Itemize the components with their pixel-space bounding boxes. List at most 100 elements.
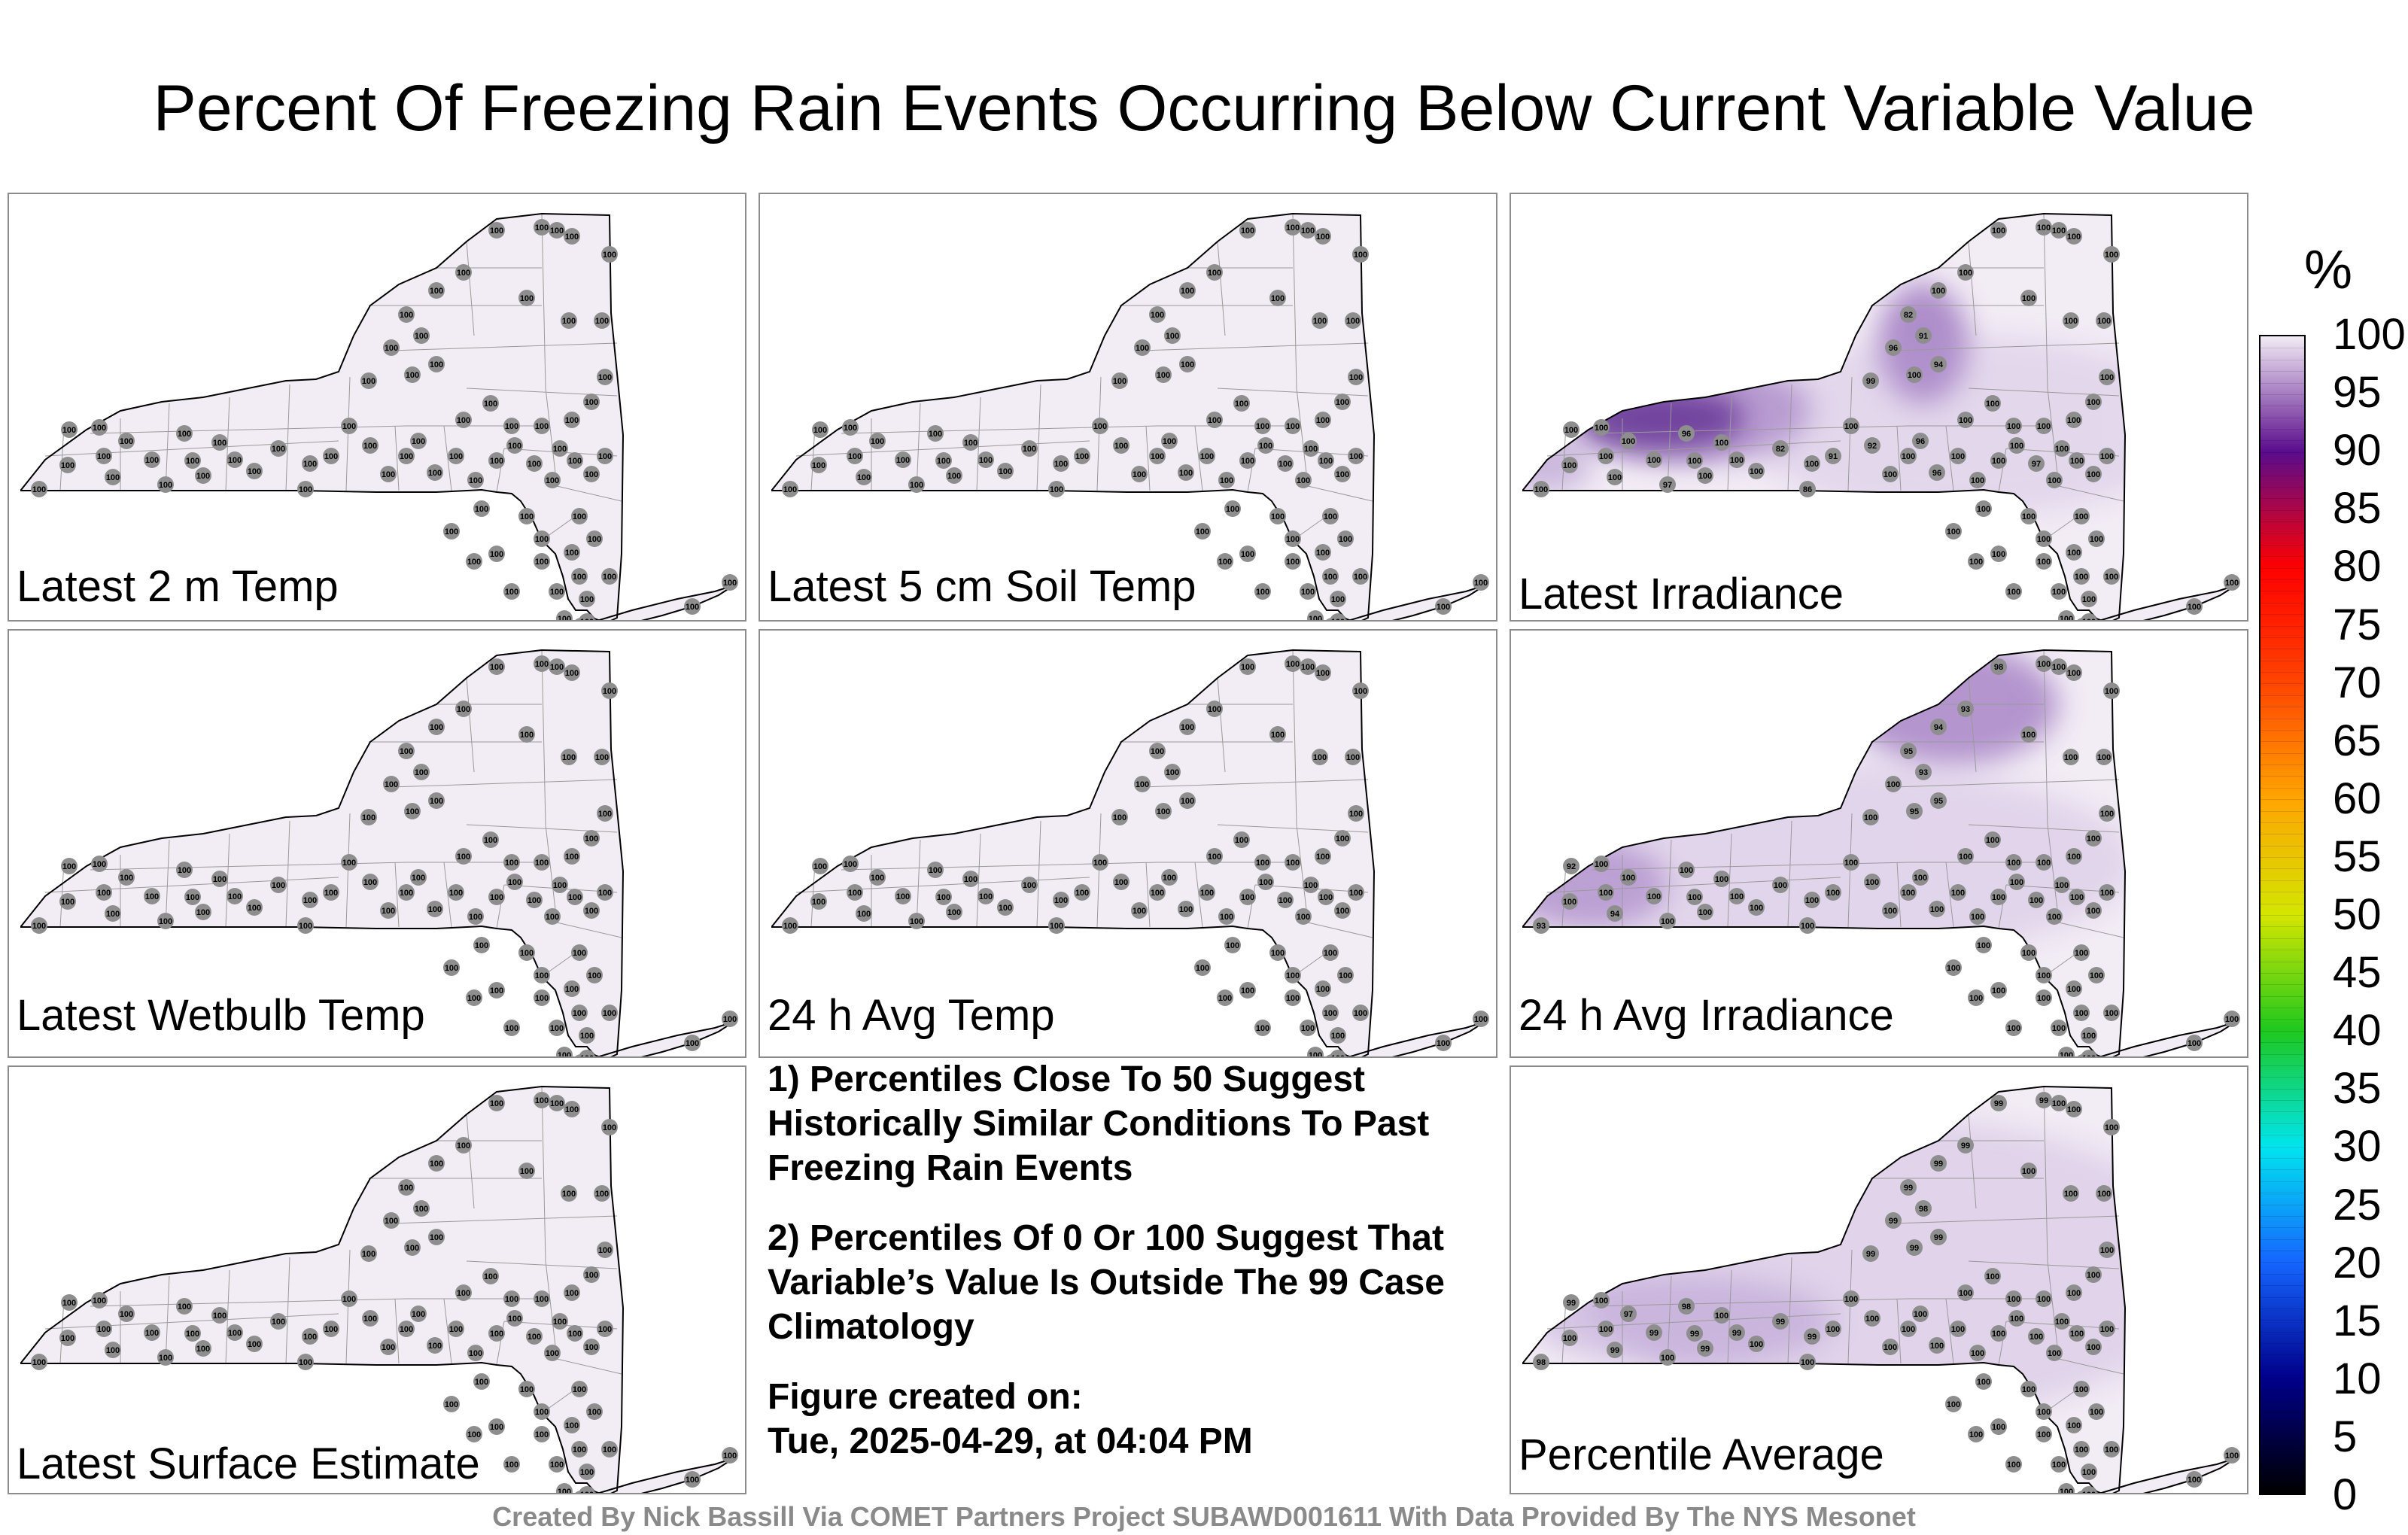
station-dot	[1352, 1005, 1369, 1021]
station-marker: 100	[1269, 508, 1286, 524]
station-value: 100	[595, 753, 609, 762]
station-value: 100	[1208, 269, 1221, 278]
colorbar-tick-label: 85	[2333, 484, 2382, 533]
station-marker: 100	[1990, 1418, 2007, 1435]
station-value: 100	[1992, 550, 2005, 559]
station-value: 100	[1826, 1325, 1840, 1334]
colorbar-tick-label: 70	[2333, 658, 2382, 707]
station-dot	[398, 884, 415, 901]
station-dot	[544, 908, 561, 925]
station-dot	[534, 1426, 550, 1442]
station-dot	[549, 1020, 565, 1036]
station-marker: 100	[2005, 1290, 2022, 1307]
station-value: 100	[93, 1296, 106, 1306]
station-value: 100	[1801, 922, 1814, 931]
station-dot	[684, 598, 701, 615]
station-dot	[908, 913, 925, 929]
colorbar-band-line	[2261, 625, 2304, 627]
station-marker: 100	[506, 874, 523, 890]
station-value: 100	[1599, 889, 1613, 898]
station-marker: 100	[1912, 869, 1929, 886]
station-dot	[118, 1306, 135, 1322]
station-value: 100	[580, 618, 594, 620]
station-marker: 100	[2036, 219, 2052, 236]
station-marker: 100	[302, 1328, 318, 1345]
station-dot	[847, 884, 863, 901]
station-dot	[1825, 448, 1841, 464]
station-value: 100	[929, 866, 942, 875]
station-marker: 100	[601, 246, 618, 263]
station-value: 100	[106, 910, 120, 919]
station-dot	[1330, 591, 1346, 607]
station-dot	[1021, 877, 1038, 893]
station-marker: 100	[118, 1306, 135, 1322]
long-island-outline	[1348, 1021, 1485, 1056]
station-value: 100	[1992, 893, 2005, 902]
station-dot	[1233, 395, 1250, 412]
station-value: 100	[1698, 472, 1712, 481]
station-dot	[1322, 568, 1339, 585]
station-value: 100	[1163, 874, 1176, 883]
county-line	[2058, 922, 2124, 938]
colorbar-band-line	[2261, 1042, 2304, 1044]
station-dot	[1315, 848, 1331, 865]
station-marker: 100	[1239, 452, 1256, 469]
station-dot	[1968, 989, 1984, 1006]
colorbar-band-line	[2261, 556, 2304, 558]
county-line	[394, 1298, 400, 1364]
station-value: 100	[595, 1190, 609, 1199]
station-dot	[1164, 327, 1181, 344]
station-dot	[684, 1035, 701, 1051]
station-dot	[1206, 264, 1223, 281]
station-dot	[443, 523, 460, 540]
station-dot	[1149, 884, 1166, 901]
station-value: 100	[490, 226, 503, 236]
station-marker: 100	[526, 455, 543, 472]
station-dot	[2103, 682, 2120, 699]
station-marker: 99	[1930, 1155, 1947, 1172]
station-dot	[1300, 1020, 1316, 1036]
county-line	[1945, 862, 1954, 928]
station-marker: 100	[413, 327, 430, 344]
station-value: 100	[490, 663, 503, 672]
station-marker: 100	[2058, 610, 2075, 620]
station-value: 100	[228, 456, 242, 465]
station-marker: 100	[597, 805, 613, 822]
station-marker: 100	[2036, 989, 2052, 1006]
station-value: 100	[585, 907, 598, 916]
station-dot	[2020, 290, 2037, 306]
station-value: 99	[1866, 1250, 1875, 1259]
station-dot	[1900, 1321, 1917, 1337]
station-dot	[302, 455, 318, 472]
station-marker: 100	[2096, 1185, 2112, 1202]
station-value: 100	[1313, 317, 1327, 326]
station-value: 100	[159, 1354, 172, 1363]
station-dot	[398, 743, 415, 759]
station-marker: 100	[561, 312, 577, 329]
county-line	[391, 779, 618, 788]
station-marker: 100	[105, 469, 121, 485]
station-dot	[1984, 1268, 2001, 1284]
station-marker: 99	[1990, 1095, 2007, 1111]
station-value: 100	[535, 1430, 549, 1439]
station-dot	[1912, 1306, 1929, 1322]
station-marker: 100	[455, 264, 472, 281]
station-dot	[1659, 476, 1676, 493]
station-dot	[1772, 1313, 1789, 1330]
station-dot	[534, 553, 550, 570]
station-dot	[564, 228, 580, 245]
station-marker: 100	[1315, 980, 1331, 997]
station-marker: 100	[2051, 583, 2067, 600]
interpretation-notes: 1) Percentiles Close To 50 Suggest Histo…	[768, 1057, 1475, 1464]
station-value: 100	[568, 1330, 582, 1339]
colorbar-band-line	[2261, 764, 2304, 766]
station-dot	[1134, 776, 1151, 792]
station-value: 100	[937, 893, 950, 902]
station-value: 100	[588, 535, 601, 544]
station-marker: 100	[847, 884, 863, 901]
station-value: 100	[1947, 527, 1960, 536]
station-value: 100	[62, 1299, 76, 1308]
station-value: 100	[1271, 294, 1285, 303]
station-marker: 100	[2008, 437, 2025, 454]
